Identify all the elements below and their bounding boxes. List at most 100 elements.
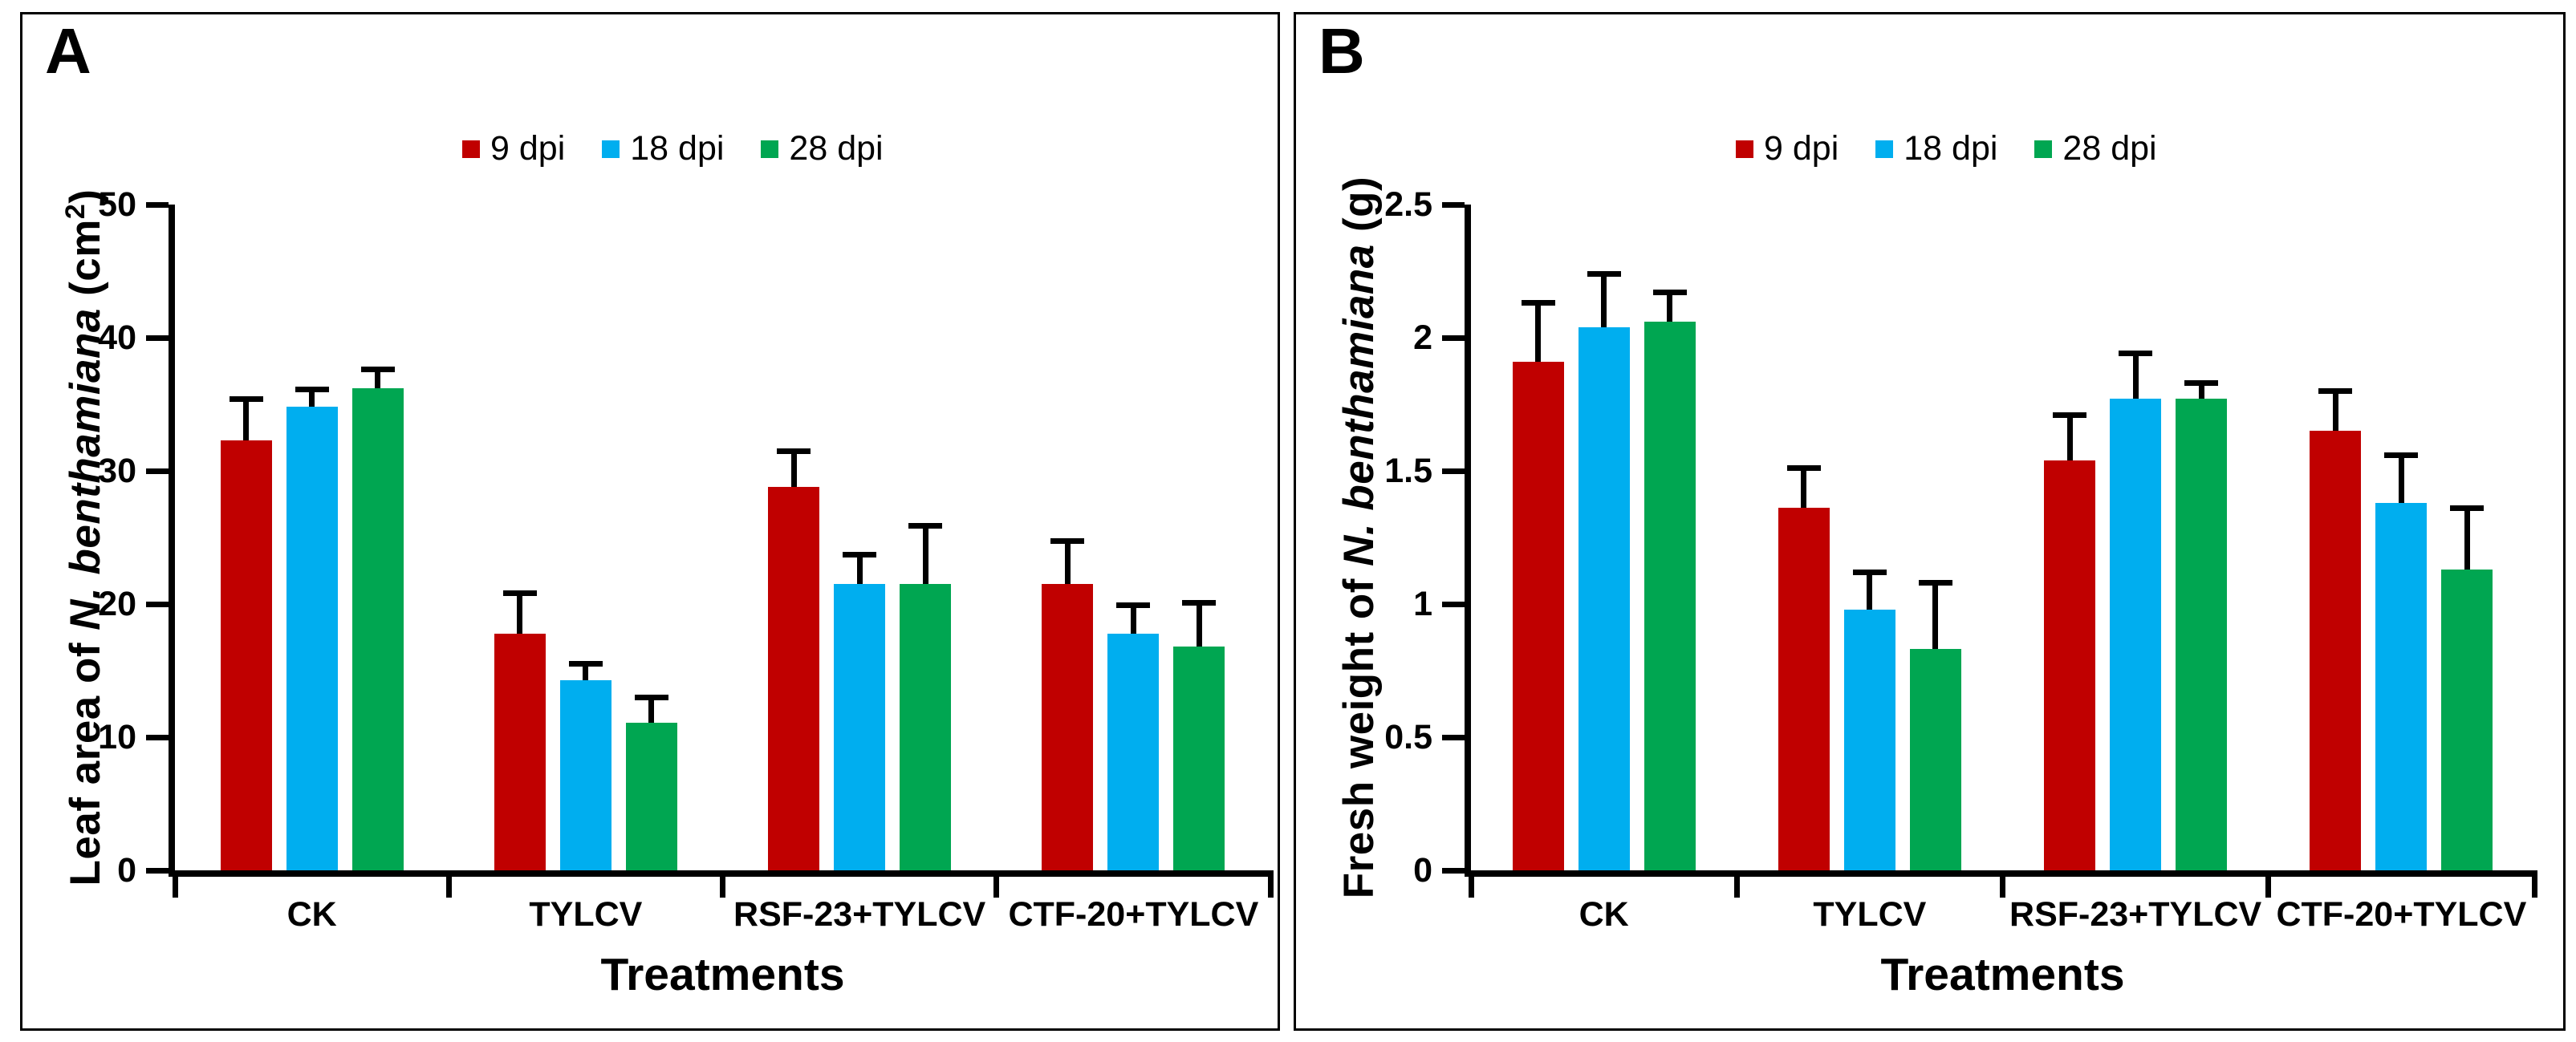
- x-axis-tick: [1267, 870, 1274, 898]
- error-bar-line: [922, 525, 928, 585]
- y-axis-tick: [146, 734, 169, 740]
- error-bar-line: [1932, 582, 1939, 650]
- error-bar-line: [1196, 602, 1202, 647]
- bar: [1578, 326, 1630, 870]
- y-axis-tick: [146, 468, 169, 474]
- error-bar-cap: [502, 590, 537, 597]
- error-bar-cap: [1852, 569, 1887, 575]
- legend-swatch: [1736, 140, 1753, 158]
- y-axis-tick: [1442, 601, 1465, 607]
- bar: [1843, 609, 1895, 870]
- x-axis-title-B: Treatments: [1880, 949, 2125, 1000]
- legend-swatch: [1875, 140, 1894, 158]
- y-axis-tick: [146, 334, 169, 341]
- y-axis-title-B: Fresh weight of N. benthamiana (g): [1334, 176, 1383, 898]
- error-bar-line: [648, 697, 655, 723]
- legend-label: 28 dpi: [789, 129, 884, 168]
- y-axis-tick: [146, 601, 169, 607]
- error-bar-cap: [1786, 465, 1821, 472]
- y-axis-tick: [146, 201, 169, 208]
- y-axis-tick-label: 30: [98, 452, 136, 490]
- error-bar-cap: [568, 661, 603, 667]
- bar: [2441, 569, 2493, 870]
- error-bar-line: [309, 389, 315, 407]
- panel-A: A 9 dpi 18 dpi 28 dpi Leaf area of N. bent…: [20, 12, 1280, 1031]
- x-category-label: RSF-23+TYLCV: [733, 895, 986, 934]
- bar: [494, 633, 546, 870]
- error-bar-line: [1535, 302, 1542, 362]
- error-bar-line: [856, 554, 863, 585]
- error-bar-line: [583, 663, 589, 680]
- error-bar-cap: [2184, 379, 2219, 386]
- bar: [1778, 508, 1830, 870]
- bar: [2375, 502, 2428, 870]
- y-axis-tick-label: 10: [98, 718, 136, 756]
- bar: [286, 407, 338, 870]
- x-axis-title-A: Treatments: [600, 949, 845, 1000]
- x-axis-tick: [1468, 870, 1474, 898]
- x-axis-tick: [2531, 870, 2537, 898]
- plot-area-A: Treatments 0 10 20 30 40 50 CK TYLCV RSF-23+TYLC…: [98, 188, 1274, 998]
- legend-label: 18 dpi: [1904, 129, 1998, 168]
- legend-item: 9 dpi: [462, 132, 565, 166]
- x-category-label: RSF-23+TYLCV: [2009, 895, 2262, 934]
- y-axis-tick-label: 20: [98, 585, 136, 623]
- error-bar-line: [1667, 292, 1673, 322]
- x-category-label: CTF-20+TYLCV: [1008, 895, 1259, 934]
- error-bar-line: [2198, 383, 2204, 399]
- error-bar-line: [2132, 353, 2139, 399]
- error-bar-cap: [2053, 412, 2087, 418]
- panel-label-A: A: [45, 15, 91, 87]
- y-axis-tick-label: 40: [98, 318, 136, 357]
- y-title-species: N. benthamiana: [1335, 244, 1383, 566]
- y-axis-tick-label: 0.5: [1384, 718, 1432, 756]
- bar: [351, 388, 404, 870]
- error-bar-cap: [843, 552, 877, 558]
- error-bar-cap: [229, 395, 263, 402]
- bar: [559, 679, 611, 870]
- legend-swatch: [761, 140, 779, 158]
- error-bar-line: [517, 593, 523, 634]
- error-bar-line: [2066, 415, 2073, 460]
- y-axis-tick-label: 50: [98, 185, 136, 224]
- x-axis-tick: [993, 870, 1000, 898]
- bar: [768, 486, 820, 870]
- error-bar-line: [1130, 605, 1136, 634]
- bar: [1107, 633, 1160, 870]
- legend-swatch: [462, 140, 480, 158]
- y-axis-tick-label: 2.5: [1384, 185, 1432, 224]
- error-bar-line: [1064, 541, 1071, 585]
- bar: [2110, 399, 2162, 870]
- y-axis-tick: [1442, 867, 1465, 874]
- y-axis-tick-label: 0: [117, 851, 136, 890]
- error-bar-cap: [777, 448, 811, 454]
- error-bar-cap: [295, 387, 329, 393]
- error-bar-cap: [2384, 452, 2419, 458]
- y-title-prefix: Leaf area of: [61, 630, 109, 886]
- legend-B: 9 dpi 18 dpi 28 dpi: [1736, 132, 2157, 166]
- error-bar-line: [375, 369, 381, 389]
- error-bar-cap: [1652, 290, 1687, 296]
- panel-label-B: B: [1318, 15, 1365, 87]
- legend-item: 28 dpi: [761, 129, 884, 168]
- x-axis-tick: [2000, 870, 2005, 898]
- error-bar-cap: [360, 367, 395, 373]
- y-axis-title-A: Leaf area of N. benthamiana (cm2): [60, 189, 110, 886]
- y-axis-tick: [1442, 201, 1465, 208]
- y-axis-tick-label: 2: [1413, 318, 1432, 357]
- x-axis-tick: [720, 870, 725, 898]
- bar: [2176, 399, 2228, 870]
- bar: [1644, 322, 1696, 870]
- error-bar-cap: [634, 694, 668, 700]
- legend-label: 28 dpi: [2062, 129, 2157, 168]
- bar: [2310, 431, 2362, 870]
- x-category-label: TYLCV: [529, 895, 643, 934]
- x-axis-tick: [172, 870, 178, 898]
- error-bar-line: [1801, 468, 1807, 509]
- error-bar-cap: [1050, 538, 1085, 545]
- x-axis-tick: [1733, 870, 1740, 898]
- legend-swatch: [602, 140, 620, 158]
- legend-label: 9 dpi: [1764, 129, 1839, 168]
- error-bar-line: [2332, 391, 2338, 432]
